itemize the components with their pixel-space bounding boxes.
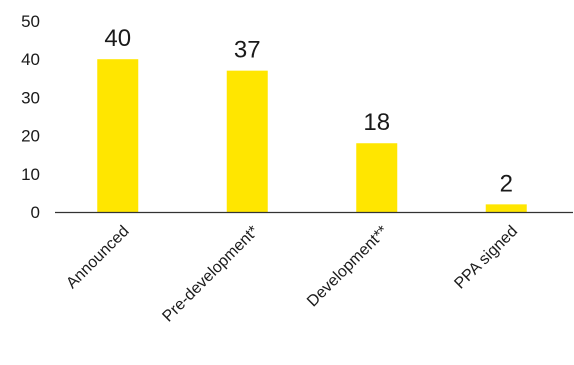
bar bbox=[226, 70, 268, 212]
y-tick-label: 30 bbox=[21, 88, 40, 107]
data-label: 2 bbox=[500, 170, 513, 197]
category-label: Development** bbox=[304, 223, 391, 310]
category-label: PPA signed bbox=[451, 223, 521, 293]
data-label: 37 bbox=[234, 37, 261, 64]
y-tick-label: 0 bbox=[31, 203, 40, 222]
y-tick-label: 20 bbox=[21, 127, 40, 146]
category-labels: Announced Pre-development* Development** PP… bbox=[63, 223, 521, 326]
bar bbox=[485, 204, 527, 212]
y-tick-label: 50 bbox=[21, 12, 40, 31]
data-label: 40 bbox=[104, 25, 131, 52]
data-label: 18 bbox=[363, 109, 390, 136]
y-axis-ticks: 0 10 20 30 40 50 bbox=[21, 12, 40, 222]
y-tick-label: 40 bbox=[21, 50, 40, 69]
data-labels: 40 37 18 2 bbox=[104, 25, 513, 197]
category-label: Pre-development* bbox=[159, 223, 262, 326]
y-tick-label: 10 bbox=[21, 165, 40, 184]
bar bbox=[97, 59, 139, 213]
bar bbox=[356, 143, 398, 212]
category-label: Announced bbox=[63, 223, 132, 292]
bars bbox=[97, 59, 527, 213]
